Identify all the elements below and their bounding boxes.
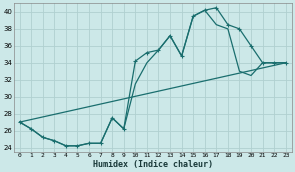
X-axis label: Humidex (Indice chaleur): Humidex (Indice chaleur) — [93, 159, 213, 169]
